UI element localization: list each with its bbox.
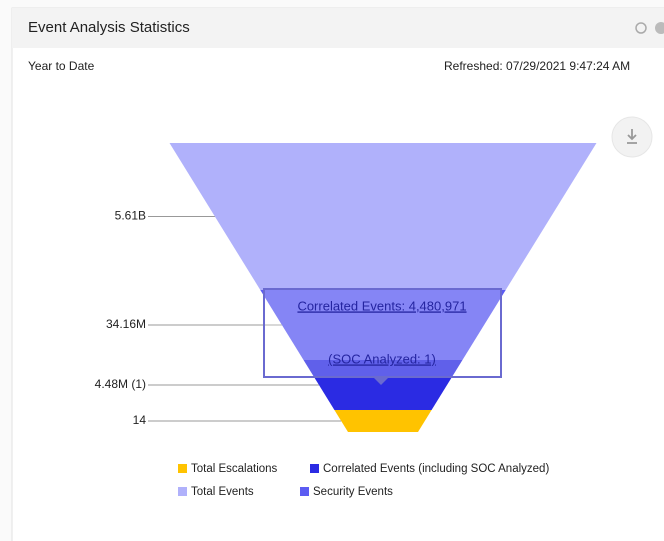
funnel-segment bbox=[169, 143, 597, 290]
header-bar bbox=[12, 8, 664, 48]
value-label: 5.61B bbox=[115, 209, 146, 223]
period: Year to Date bbox=[28, 59, 95, 73]
funnel-segment bbox=[260, 290, 506, 360]
legend-swatch bbox=[310, 464, 319, 473]
legend-label: Total Escalations bbox=[191, 463, 278, 475]
tooltip-pointer bbox=[373, 377, 389, 385]
legend-swatch bbox=[178, 487, 187, 496]
tooltip-text: (SOC Analyzed: 1) bbox=[328, 351, 436, 366]
refresh-icon[interactable] bbox=[635, 22, 647, 34]
download-button[interactable] bbox=[611, 116, 653, 158]
value-label: 34.16M bbox=[106, 317, 146, 331]
legend-swatch bbox=[300, 487, 309, 496]
legend-label: Correlated Events (including SOC Analyze… bbox=[323, 463, 549, 475]
settings-icon[interactable] bbox=[655, 22, 664, 34]
value-label: 14 bbox=[133, 413, 147, 427]
panel-title: Event Analysis Statistics bbox=[28, 19, 190, 36]
legend-label: Security Events bbox=[313, 486, 393, 498]
value-label: 4.48M (1) bbox=[95, 377, 146, 391]
refreshed: Refreshed: 07/29/2021 9:47:24 AM bbox=[444, 59, 630, 73]
funnel-segment bbox=[334, 410, 432, 432]
funnel-segment bbox=[303, 360, 463, 410]
legend-swatch bbox=[178, 464, 187, 473]
tooltip-text: Correlated Events: 4,480,971 bbox=[297, 298, 466, 313]
legend-label: Total Events bbox=[191, 486, 254, 498]
